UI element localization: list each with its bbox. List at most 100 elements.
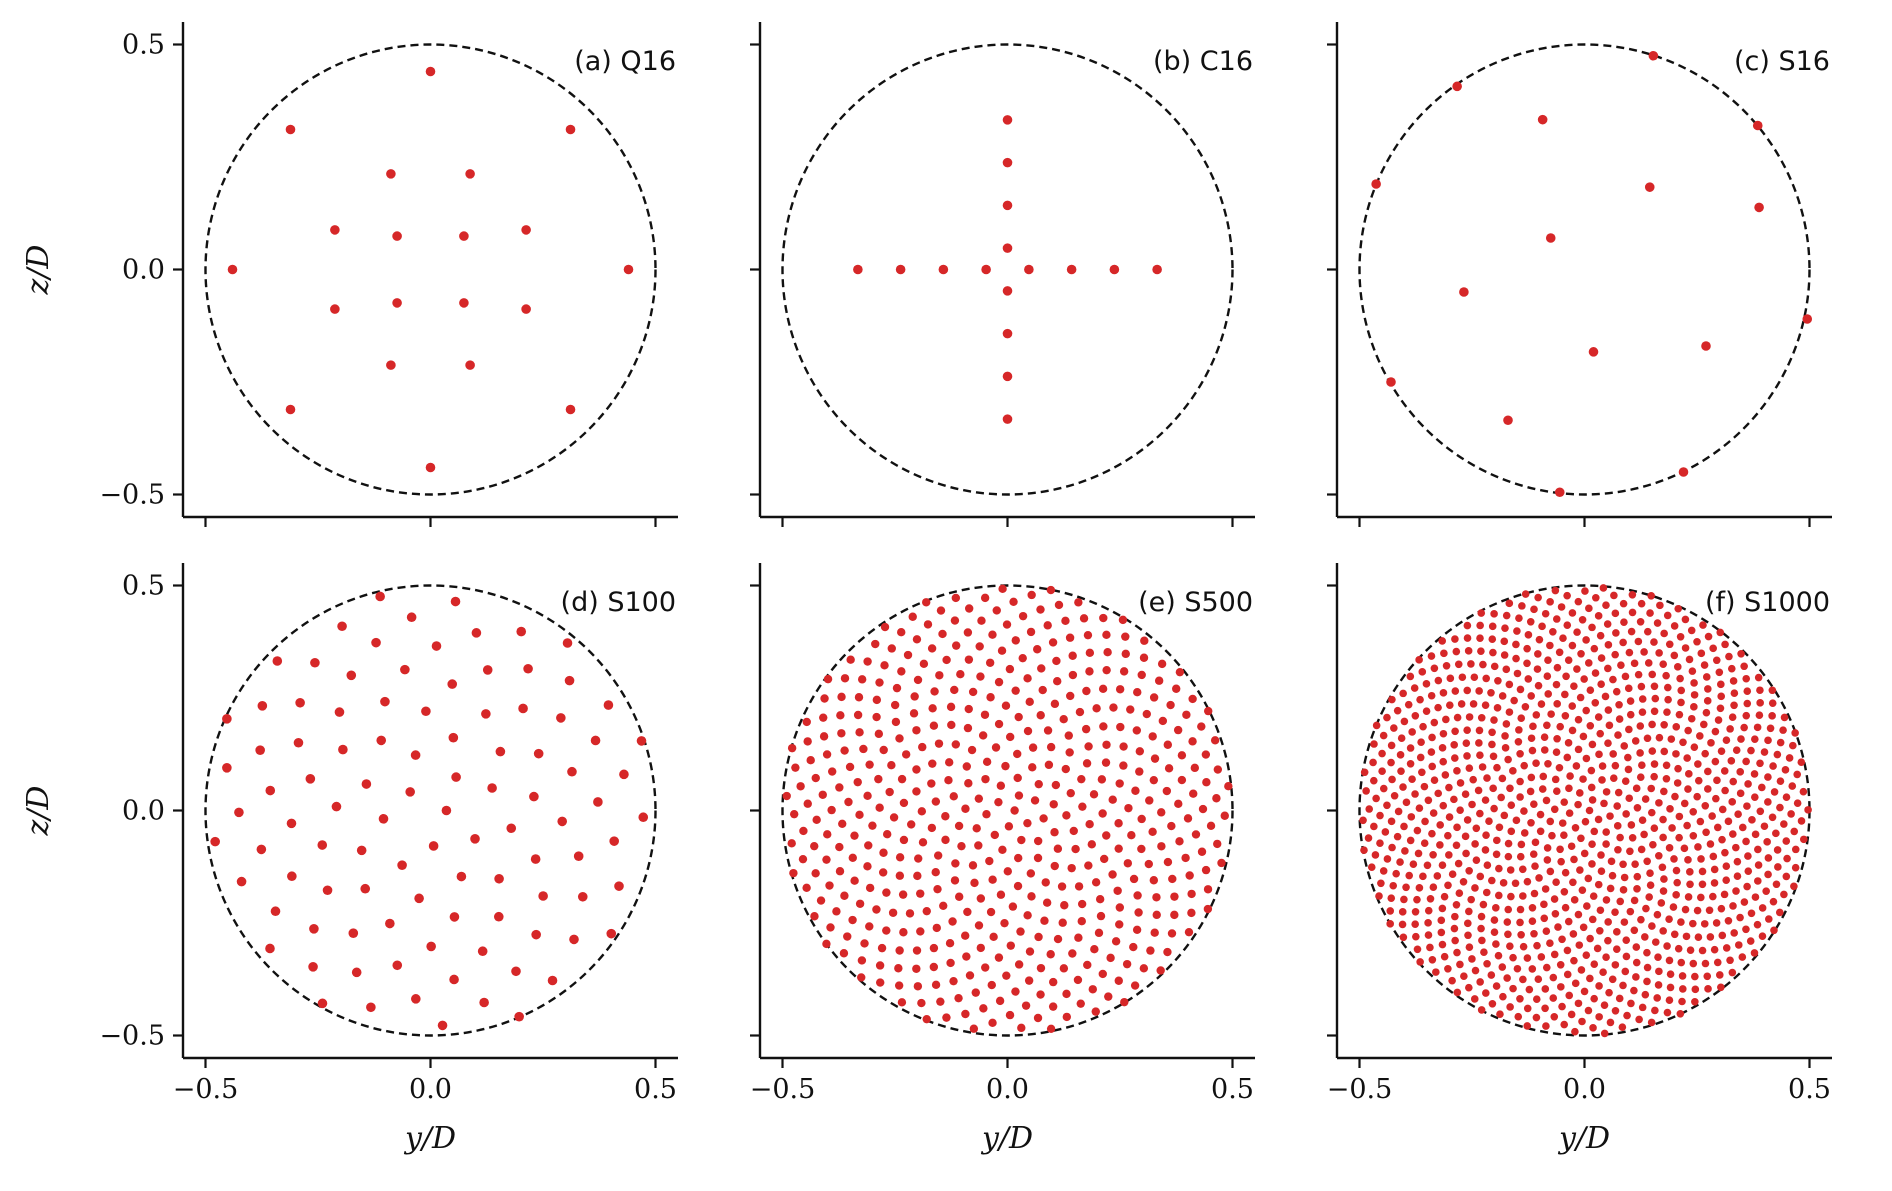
- data-point: [942, 655, 951, 665]
- data-point: [1506, 942, 1514, 950]
- data-point: [1059, 964, 1069, 973]
- data-point: [1415, 804, 1424, 812]
- data-point: [1690, 679, 1698, 687]
- data-point: [1428, 733, 1436, 742]
- data-point: [1626, 847, 1634, 856]
- data-point: [1492, 850, 1501, 859]
- data-point: [1654, 953, 1662, 961]
- data-point: [293, 737, 304, 748]
- data-point: [1672, 723, 1681, 731]
- data-point: [1751, 793, 1759, 801]
- data-point: [1738, 823, 1747, 832]
- data-point: [1727, 757, 1736, 765]
- data-point: [1099, 722, 1108, 731]
- data-point: [982, 810, 991, 819]
- data-point: [1555, 648, 1564, 657]
- data-point: [1553, 700, 1561, 708]
- data-point: [899, 928, 908, 937]
- data-point: [936, 997, 945, 1006]
- data-point: [1655, 649, 1663, 657]
- data-point: [1571, 1027, 1579, 1036]
- data-point: [1606, 884, 1615, 893]
- data-point: [1750, 949, 1759, 957]
- data-point: [1408, 728, 1416, 736]
- data-point: [1463, 752, 1471, 760]
- data-point: [1516, 793, 1524, 801]
- data-point: [1541, 885, 1550, 893]
- data-point: [1689, 919, 1697, 928]
- data-point: [1557, 983, 1565, 991]
- data-point: [1574, 597, 1583, 606]
- data-point: [812, 815, 821, 825]
- data-point: [1656, 601, 1664, 610]
- data-point: [1542, 796, 1551, 805]
- data-point: [1563, 946, 1572, 955]
- data-point: [1133, 891, 1142, 900]
- data-point: [1736, 913, 1744, 922]
- data-point: [1212, 794, 1221, 803]
- data-point: [1145, 796, 1154, 805]
- data-point: [1187, 908, 1196, 918]
- data-point: [950, 876, 960, 885]
- panel-f: −0.5 0.0 0.5y/D(f) S1000: [1327, 563, 1832, 1156]
- data-point: [1220, 811, 1229, 820]
- data-point: [855, 810, 864, 820]
- data-point: [1552, 878, 1560, 887]
- data-point: [985, 856, 994, 866]
- data-point: [811, 773, 820, 783]
- data-point: [295, 697, 305, 708]
- data-point: [1570, 855, 1578, 864]
- data-point: [1641, 933, 1649, 941]
- data-point: [1550, 805, 1559, 814]
- data-point: [877, 943, 887, 953]
- data-point: [1454, 660, 1463, 669]
- data-point: [1416, 695, 1424, 704]
- data-point: [918, 742, 927, 752]
- data-point: [974, 921, 984, 930]
- data-point: [1506, 784, 1514, 793]
- data-point: [1050, 861, 1059, 871]
- data-point: [1789, 741, 1797, 750]
- data-point: [1422, 707, 1431, 715]
- data-point: [954, 993, 963, 1003]
- data-point: [1696, 817, 1705, 826]
- data-point: [954, 821, 964, 831]
- data-point: [802, 883, 811, 892]
- data-point: [872, 905, 881, 914]
- data-point: [1728, 713, 1737, 722]
- data-point: [1597, 851, 1605, 859]
- data-point: [521, 225, 531, 235]
- data-point: [1582, 706, 1590, 715]
- data-point: [1405, 871, 1414, 880]
- data-point: [1647, 784, 1656, 793]
- boundary-circle: [204, 584, 657, 1037]
- data-point: [1620, 918, 1629, 926]
- data-point: [1489, 752, 1498, 761]
- data-point: [1404, 700, 1413, 709]
- data-point: [1678, 467, 1689, 477]
- data-point: [1620, 618, 1628, 626]
- data-point: [1633, 803, 1642, 812]
- data-point: [348, 928, 359, 938]
- data-point: [1388, 843, 1396, 852]
- data-point: [447, 679, 458, 689]
- data-point: [397, 860, 407, 870]
- data-point: [1607, 857, 1616, 866]
- data-point: [1569, 878, 1577, 887]
- data-point: [1738, 953, 1747, 961]
- data-point: [1638, 816, 1647, 824]
- data-point: [1527, 692, 1535, 700]
- data-point: [1643, 963, 1652, 972]
- data-point: [1477, 609, 1486, 617]
- data-point: [1532, 711, 1541, 719]
- data-point: [1053, 677, 1062, 686]
- data-point: [1087, 840, 1097, 849]
- data-point: [1574, 999, 1583, 1008]
- data-point: [431, 641, 442, 651]
- data-point: [222, 763, 232, 773]
- data-point: [1733, 872, 1742, 881]
- data-point: [929, 962, 939, 972]
- data-point: [1706, 933, 1715, 941]
- data-point: [986, 907, 996, 917]
- data-point: [1118, 615, 1128, 625]
